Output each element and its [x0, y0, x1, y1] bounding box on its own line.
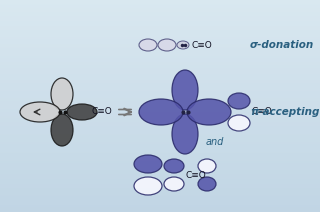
- Ellipse shape: [20, 102, 60, 122]
- Ellipse shape: [177, 41, 189, 49]
- Ellipse shape: [158, 39, 176, 51]
- Ellipse shape: [139, 99, 183, 125]
- Text: C≡O: C≡O: [251, 107, 272, 117]
- Ellipse shape: [134, 177, 162, 195]
- Ellipse shape: [134, 155, 162, 173]
- Ellipse shape: [228, 115, 250, 131]
- Ellipse shape: [187, 99, 231, 125]
- Text: C≡O: C≡O: [191, 40, 212, 49]
- Ellipse shape: [164, 159, 184, 173]
- Ellipse shape: [164, 177, 184, 191]
- Ellipse shape: [198, 159, 216, 173]
- Ellipse shape: [67, 104, 97, 120]
- Ellipse shape: [51, 114, 73, 146]
- Ellipse shape: [228, 93, 250, 109]
- Ellipse shape: [139, 39, 157, 51]
- Ellipse shape: [198, 177, 216, 191]
- Text: C≡O: C≡O: [92, 107, 113, 117]
- Ellipse shape: [172, 70, 198, 110]
- Text: π-accepting: π-accepting: [250, 107, 319, 117]
- Text: and: and: [206, 137, 224, 147]
- Ellipse shape: [172, 114, 198, 154]
- Text: σ-donation: σ-donation: [250, 40, 314, 50]
- Ellipse shape: [51, 78, 73, 110]
- Text: C≡O: C≡O: [185, 170, 206, 180]
